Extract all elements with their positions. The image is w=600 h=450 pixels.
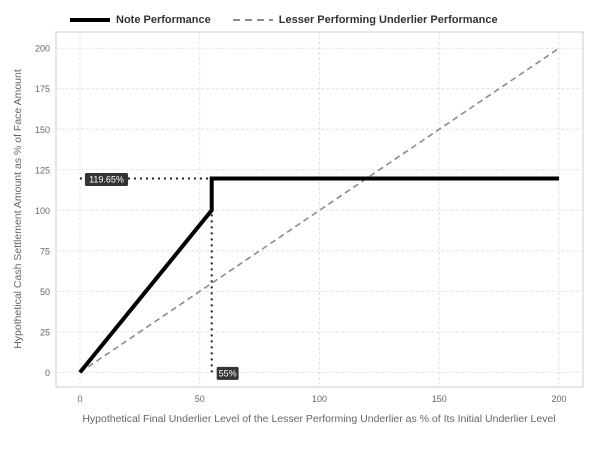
legend-swatch-solid: [70, 18, 110, 22]
y-tick-label: 75: [40, 246, 50, 256]
annotations: 119.65% 55%: [84, 172, 239, 380]
chart-legend: Note Performance Lesser Performing Under…: [70, 11, 520, 29]
legend-swatch-dashed: [232, 19, 273, 21]
tick-labels: 0 25 50 75 100 125 150 175 200 0 50 100 150 200: [35, 44, 567, 404]
y-axis-title: Hypothetical Cash Settlement Amount as %…: [12, 69, 24, 349]
y-tick-label: 25: [40, 327, 50, 337]
x-axis-title: Hypothetical Final Underlier Level of th…: [82, 413, 555, 425]
y-tick-label: 125: [35, 165, 50, 175]
annotation-label: 119.65%: [89, 174, 124, 184]
annotation-label-box: [84, 172, 129, 186]
annotation-label-box: [216, 366, 239, 380]
x-tick-label: 50: [195, 394, 205, 404]
legend-item-underlier-performance: Lesser Performing Underlier Performance: [232, 14, 498, 26]
reference-lines: [79, 177, 213, 373]
x-tick-label: 0: [77, 394, 82, 404]
legend-item-note-performance: Note Performance: [70, 14, 211, 26]
y-tick-label: 0: [45, 368, 50, 378]
series-line-underlier: [79, 47, 560, 374]
x-tick-label: 150: [432, 394, 447, 404]
legend-label-note: Note Performance: [116, 14, 211, 26]
y-tick-label: 50: [40, 287, 50, 297]
x-tick-label: 200: [552, 394, 567, 404]
x-tick-label: 100: [312, 394, 327, 404]
legend-label-underlier: Lesser Performing Underlier Performance: [278, 14, 498, 26]
series-line-note: [78, 176, 560, 374]
series-lines: [78, 47, 560, 374]
y-tick-label: 100: [35, 206, 50, 216]
y-tick-label: 175: [35, 84, 50, 94]
y-tick-label: 200: [35, 44, 50, 54]
y-tick-label: 150: [35, 125, 50, 135]
annotation-label: 55%: [219, 368, 237, 378]
